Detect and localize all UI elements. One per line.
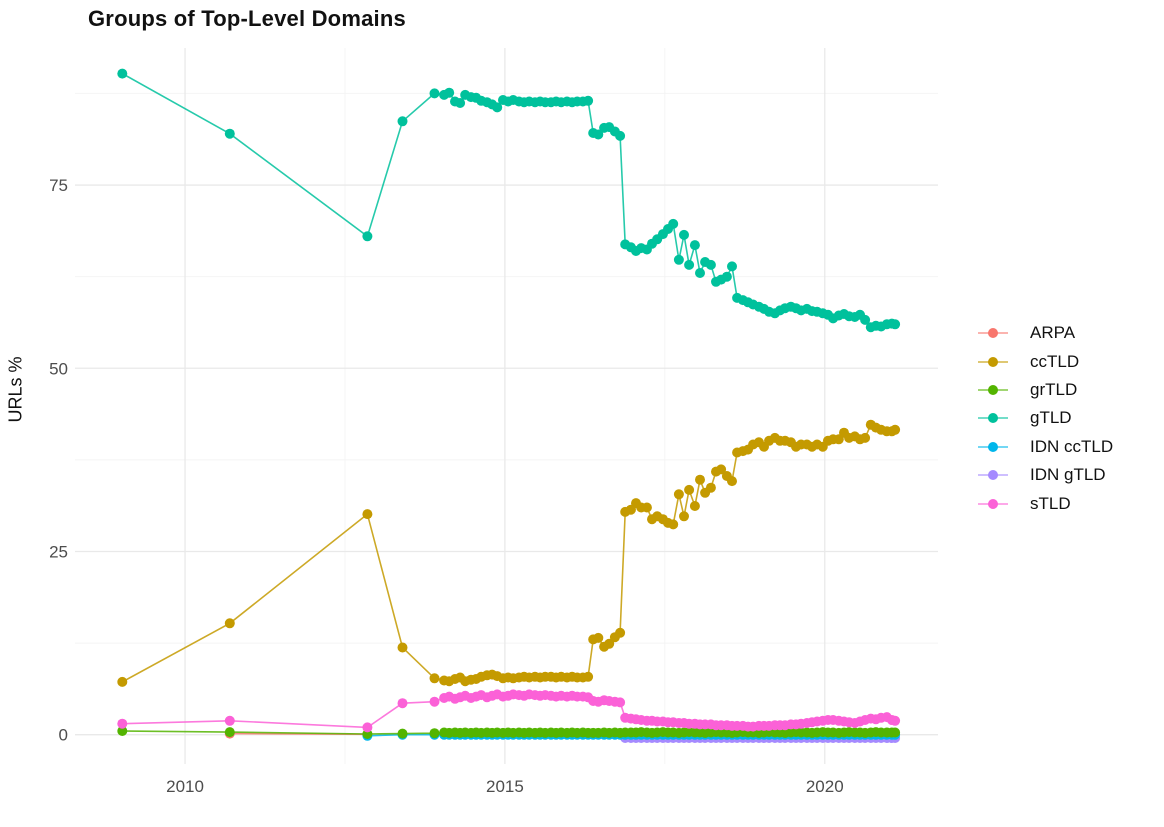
data-point: [593, 129, 604, 140]
data-point: [224, 128, 235, 139]
data-point: [455, 98, 466, 108]
legend-label: IDN ccTLD: [1030, 436, 1114, 456]
series-gtld: [117, 68, 901, 333]
gridlines-major: [75, 48, 938, 764]
legend-item-stld: sTLD: [978, 489, 1113, 517]
data-point: [224, 715, 235, 726]
legend-key-icon: [978, 497, 1012, 511]
data-point: [492, 102, 503, 113]
data-point: [362, 722, 373, 733]
axis-tick-labels: 0 25 50 75 2010 2015 2020: [49, 176, 844, 796]
data-point: [593, 632, 604, 643]
x-tick-label: 2010: [166, 777, 204, 796]
data-point: [224, 618, 235, 629]
chart-title: Groups of Top-Level Domains: [88, 6, 406, 31]
data-point: [668, 218, 679, 229]
y-axis-label: URLs %: [5, 356, 26, 423]
legend-key-icon: [978, 440, 1012, 454]
data-point: [860, 432, 871, 443]
data-point: [705, 259, 716, 270]
data-point: [641, 502, 652, 513]
data-point: [117, 726, 128, 736]
legend: ARPA ccTLD grTLD gTLD IDN ccTLD IDN gTLD sTLD: [978, 319, 1113, 518]
data-point: [721, 271, 732, 282]
legend-label: ccTLD: [1030, 351, 1080, 371]
series-cctld: [117, 419, 901, 687]
data-point: [668, 519, 679, 530]
legend-key-icon: [978, 383, 1012, 397]
legend-label: grTLD: [1030, 379, 1078, 399]
legend-item-idn-gtld: IDN gTLD: [978, 461, 1113, 489]
data-point: [397, 642, 408, 653]
legend-label: sTLD: [1030, 493, 1071, 513]
data-point: [615, 627, 626, 638]
data-point: [444, 87, 455, 98]
legend-item-gtld: gTLD: [978, 404, 1113, 432]
data-point: [397, 116, 408, 127]
x-tick-label: 2020: [806, 777, 844, 796]
legend-label: gTLD: [1030, 408, 1072, 428]
data-point: [679, 511, 689, 522]
data-point: [679, 229, 689, 240]
data-point: [583, 671, 594, 682]
data-point: [727, 261, 737, 272]
data-point: [689, 240, 700, 251]
y-tick-label: 50: [49, 359, 68, 378]
data-point: [890, 319, 901, 330]
data-point: [429, 673, 440, 684]
data-point: [117, 718, 128, 729]
data-point: [684, 259, 695, 270]
data-point: [615, 697, 626, 708]
data-point: [890, 424, 901, 435]
data-point: [117, 676, 128, 687]
series-stld: [117, 689, 901, 733]
data-point: [684, 484, 695, 495]
data-point: [117, 68, 128, 79]
data-point: [429, 728, 440, 739]
x-tick-label: 2015: [486, 777, 524, 796]
data-point: [890, 727, 901, 738]
legend-item-cctld: ccTLD: [978, 347, 1113, 375]
data-point: [860, 314, 871, 325]
y-tick-label: 0: [59, 726, 68, 745]
data-point: [890, 715, 901, 726]
data-point: [695, 268, 705, 278]
data-point: [695, 474, 705, 485]
gridlines-minor: [75, 48, 938, 764]
y-tick-label: 75: [49, 176, 68, 195]
series-grtld: [117, 726, 901, 739]
legend-key-icon: [978, 411, 1012, 425]
legend-label: IDN gTLD: [1030, 465, 1106, 485]
data-point: [727, 476, 737, 487]
data-point: [705, 482, 716, 493]
data-point: [615, 130, 626, 141]
legend-item-arpa: ARPA: [978, 319, 1113, 347]
legend-item-idn-cctld: IDN ccTLD: [978, 433, 1113, 461]
data-point: [673, 489, 684, 500]
legend-label: ARPA: [1030, 323, 1076, 343]
data-point: [397, 728, 408, 739]
data-point: [689, 501, 700, 511]
legend-item-grtld: grTLD: [978, 376, 1113, 404]
data-point: [362, 231, 373, 242]
legend-key-icon: [978, 468, 1012, 482]
y-tick-label: 25: [49, 542, 68, 561]
data-point: [224, 727, 235, 738]
data-point: [429, 88, 440, 99]
data-point: [716, 464, 727, 475]
legend-key-icon: [978, 326, 1012, 340]
data-point: [362, 509, 373, 520]
data-point: [429, 696, 440, 707]
data-point: [673, 254, 684, 265]
legend-key-icon: [978, 355, 1012, 369]
data-point: [397, 698, 408, 709]
data-point: [583, 95, 594, 106]
data-point: [604, 638, 615, 649]
